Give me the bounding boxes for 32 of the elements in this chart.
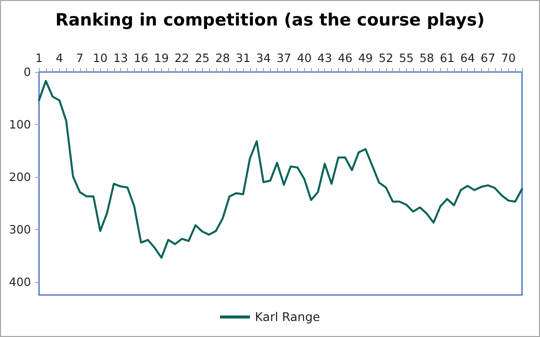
chart-title: Ranking in competition (as the course plays) (55, 10, 485, 30)
x-tick-label: 19 (154, 51, 169, 65)
legend-label: Karl Range (254, 310, 320, 324)
x-tick-label: 34 (256, 51, 271, 65)
x-tick-label: 28 (215, 51, 230, 65)
x-tick-label: 1 (35, 51, 43, 65)
x-tick-label: 31 (236, 51, 250, 65)
x-tick-label: 16 (134, 51, 148, 65)
x-tick-label: 13 (113, 51, 128, 65)
y-tick-label: 100 (9, 117, 31, 132)
y-tick-label: 200 (9, 170, 31, 184)
x-tick-label: 10 (92, 51, 108, 65)
x-tick-label: 37 (276, 51, 292, 65)
x-tick-label: 40 (296, 51, 312, 65)
x-tick-label: 4 (56, 51, 64, 65)
y-tick-label: 300 (9, 222, 31, 236)
x-tick-label: 43 (317, 51, 332, 65)
x-tick-label: 52 (378, 51, 394, 65)
y-tick-label: 400 (9, 274, 31, 289)
x-tick-label: 55 (399, 51, 414, 65)
y-tick-label: 0 (24, 65, 31, 79)
x-tick-label: 70 (501, 51, 516, 65)
x-tick-label: 25 (194, 51, 210, 65)
x-tick-label: 67 (480, 51, 496, 65)
x-tick-label: 49 (358, 51, 373, 65)
x-tick-label: 7 (76, 51, 84, 65)
x-tick-label: 22 (174, 51, 190, 65)
x-tick-label: 64 (460, 51, 475, 65)
line-series (38, 80, 523, 259)
x-tick-label: 46 (338, 51, 352, 65)
x-tick-label: 58 (419, 51, 434, 65)
x-tick-label: 61 (440, 51, 454, 65)
